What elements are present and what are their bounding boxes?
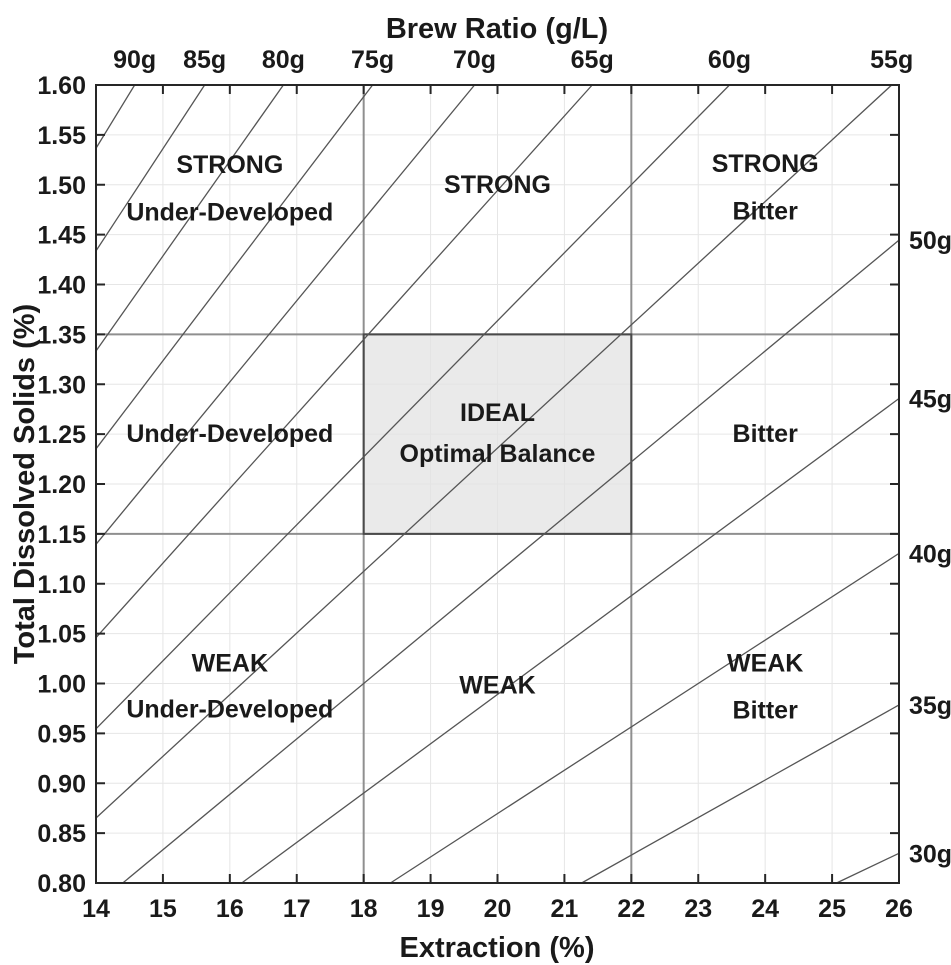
ideal-zone-layer	[96, 85, 899, 883]
brew-ratio-label-top-80g: 80g	[262, 46, 305, 74]
brew-ratio-line-40g	[390, 552, 900, 884]
region-underdev-mid: Under-Developed	[126, 420, 333, 448]
y-tick-label-1.35: 1.35	[37, 321, 86, 349]
brew-ratio-line-50g	[122, 239, 900, 884]
x-tick-label-15: 15	[149, 895, 177, 923]
region-strong-underdev-2: Under-Developed	[126, 199, 333, 227]
brew-ratio-line-60g	[95, 84, 730, 730]
brew-ratio-line-30g	[836, 852, 900, 884]
y-axis-title: Total Dissolved Solids (%)	[9, 304, 41, 664]
y-tick-label-1.10: 1.10	[37, 571, 86, 599]
region-weak-mid: WEAK	[459, 671, 535, 699]
x-tick-label-19: 19	[417, 895, 445, 923]
brew-ratio-label-top-90g: 90g	[113, 46, 156, 74]
region-weak-bitter-2: Bitter	[733, 696, 799, 724]
ideal-zone-border	[362, 333, 633, 535]
x-tick-label-25: 25	[818, 895, 846, 923]
region-weak-bitter-1: WEAK	[727, 650, 803, 678]
ideal-zone-label-1: IDEAL	[460, 399, 535, 427]
x-tick-label-14: 14	[82, 895, 110, 923]
ideal-zone-label-2: Optimal Balance	[400, 440, 596, 468]
y-tick-label-1.55: 1.55	[37, 122, 86, 150]
brew-ratio-line-55g	[95, 84, 893, 819]
brew-ratio-label-top-55g: 55g	[870, 46, 913, 74]
brew-ratio-line-layer	[95, 84, 900, 884]
brew-ratio-label-top-75g: 75g	[351, 46, 394, 74]
y-tick-label-1.20: 1.20	[37, 471, 86, 499]
brew-ratio-line-45g	[241, 397, 900, 884]
brew-ratio-label-right-45g: 45g	[909, 386, 951, 414]
y-tick-label-1.60: 1.60	[37, 72, 86, 100]
y-tick-label-1.30: 1.30	[37, 371, 86, 399]
brew-ratio-label-right-30g: 30g	[909, 840, 951, 868]
x-tick-label-26: 26	[885, 895, 913, 923]
labels-layer: 14 15 16 17 18 19 20 21 22 23 24 25 26 0.80 0.85 0.90 0.…	[37, 46, 951, 923]
region-strong-mid: STRONG	[444, 171, 551, 199]
brew-ratio-line-90g	[95, 84, 136, 149]
brew-ratio-label-right-35g: 35g	[909, 692, 951, 720]
brew-ratio-label-top-65g: 65g	[571, 46, 614, 74]
brew-ratio-line-85g	[95, 84, 206, 252]
region-strong-bitter-2: Bitter	[733, 198, 799, 226]
y-tick-label-1.05: 1.05	[37, 621, 86, 649]
y-tick-label-0.80: 0.80	[37, 870, 86, 898]
y-tick-label-1.15: 1.15	[37, 521, 86, 549]
brew-ratio-line-35g	[581, 704, 900, 884]
y-tick-label-0.95: 0.95	[37, 720, 86, 748]
x-tick-label-18: 18	[350, 895, 378, 923]
x-tick-label-16: 16	[216, 895, 244, 923]
region-weak-underdev-2: Under-Developed	[126, 695, 333, 723]
y-tick-label-1.50: 1.50	[37, 172, 86, 200]
region-weak-underdev-1: WEAK	[192, 650, 268, 678]
x-tick-label-21: 21	[551, 895, 579, 923]
top-axis-title: Brew Ratio (g/L)	[386, 13, 608, 45]
ideal-zone-fill	[363, 334, 632, 534]
x-tick-label-22: 22	[617, 895, 645, 923]
brew-ratio-label-top-60g: 60g	[708, 46, 751, 74]
y-tick-label-1.40: 1.40	[37, 272, 86, 300]
axes-layer	[95, 84, 900, 884]
x-axis-title: Extraction (%)	[400, 932, 595, 964]
brew-ratio-label-top-70g: 70g	[453, 46, 496, 74]
brew-ratio-line-80g	[95, 84, 284, 352]
brew-ratio-line-65g	[95, 84, 593, 639]
y-tick-label-1.25: 1.25	[37, 421, 86, 449]
region-bitter-mid: Bitter	[733, 420, 799, 448]
x-tick-label-23: 23	[684, 895, 712, 923]
y-tick-label-1.00: 1.00	[37, 671, 86, 699]
brew-ratio-label-top-85g: 85g	[183, 46, 226, 74]
region-strong-underdev-1: STRONG	[176, 151, 283, 179]
x-tick-label-20: 20	[484, 895, 512, 923]
x-tick-label-24: 24	[751, 895, 779, 923]
region-strong-bitter-1: STRONG	[712, 150, 819, 178]
brew-ratio-label-right-50g: 50g	[909, 227, 951, 255]
y-tick-label-0.90: 0.90	[37, 770, 86, 798]
brew-ratio-line-75g	[95, 84, 374, 450]
y-tick-label-1.45: 1.45	[37, 222, 86, 250]
x-tick-label-17: 17	[283, 895, 311, 923]
brew-ratio-label-right-40g: 40g	[909, 540, 951, 568]
brew-ratio-line-70g	[95, 84, 476, 545]
y-tick-label-0.85: 0.85	[37, 820, 86, 848]
